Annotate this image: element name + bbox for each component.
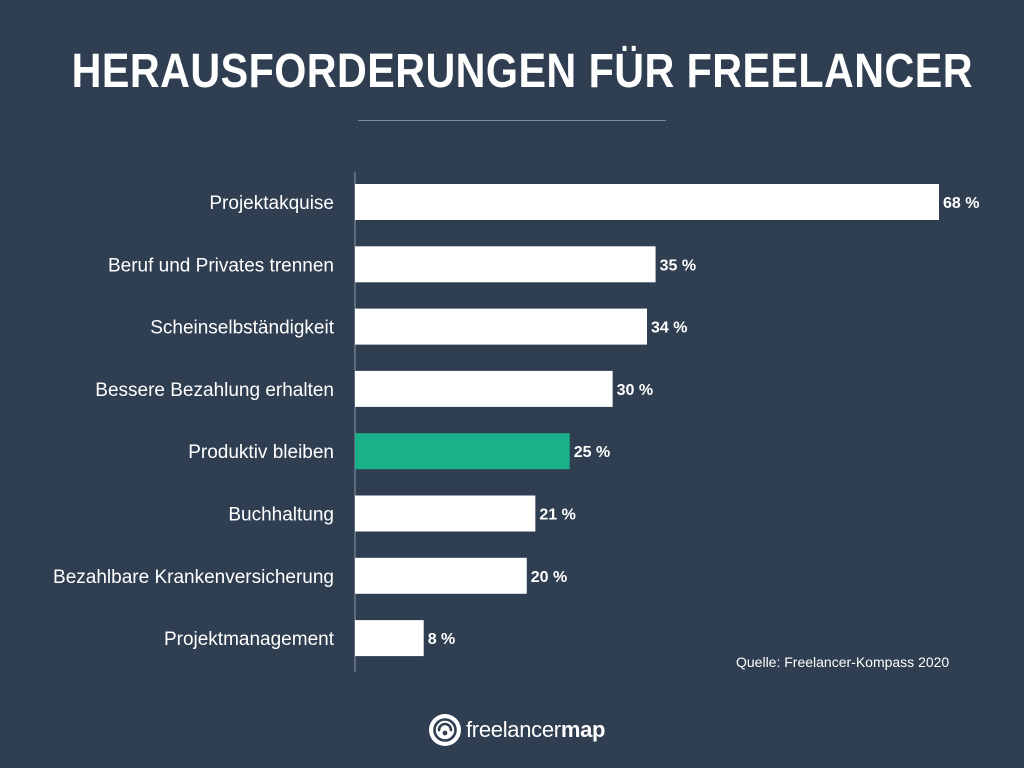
- freelancermap-logo: freelancermap: [428, 712, 605, 748]
- logo-text-bold: map: [560, 717, 606, 742]
- category-label: Produktiv bleiben: [188, 442, 334, 463]
- bar: [355, 246, 656, 283]
- category-label: Bessere Bezahlung erhalten: [95, 380, 334, 401]
- value-label: 21 %: [539, 507, 575, 524]
- chart-title: HERAUSFORDERUNGEN FÜR FREELANCER: [71, 45, 973, 98]
- category-label: Scheinselbständigkeit: [150, 318, 335, 339]
- value-label: 68 %: [943, 195, 979, 212]
- category-label: Bezahlbare Krankenversicherung: [53, 567, 334, 588]
- title-divider: [358, 120, 666, 121]
- category-label: Buchhaltung: [228, 505, 334, 526]
- logo-wordmark: freelancermap: [466, 717, 605, 743]
- bar: [355, 184, 939, 220]
- category-label: Beruf und Privates trennen: [108, 255, 334, 276]
- freelancermap-logo-icon: [429, 714, 461, 746]
- source-note: Quelle: Freelancer-Kompass 2020: [736, 654, 950, 670]
- bar: [355, 557, 527, 594]
- value-label: 30 %: [617, 382, 653, 399]
- category-label: Projektmanagement: [164, 629, 335, 650]
- bar: [355, 433, 570, 470]
- value-label: 35 %: [660, 257, 696, 274]
- logo-text-regular: freelancer: [466, 717, 561, 742]
- bar: [355, 308, 647, 345]
- value-label: 34 %: [651, 320, 687, 337]
- bar: [355, 370, 613, 407]
- value-label: 25 %: [574, 444, 610, 461]
- category-label: Projektakquise: [209, 193, 334, 214]
- value-label: 20 %: [531, 569, 567, 586]
- value-label: 8 %: [428, 631, 456, 648]
- bar: [355, 620, 424, 657]
- bar: [355, 495, 536, 532]
